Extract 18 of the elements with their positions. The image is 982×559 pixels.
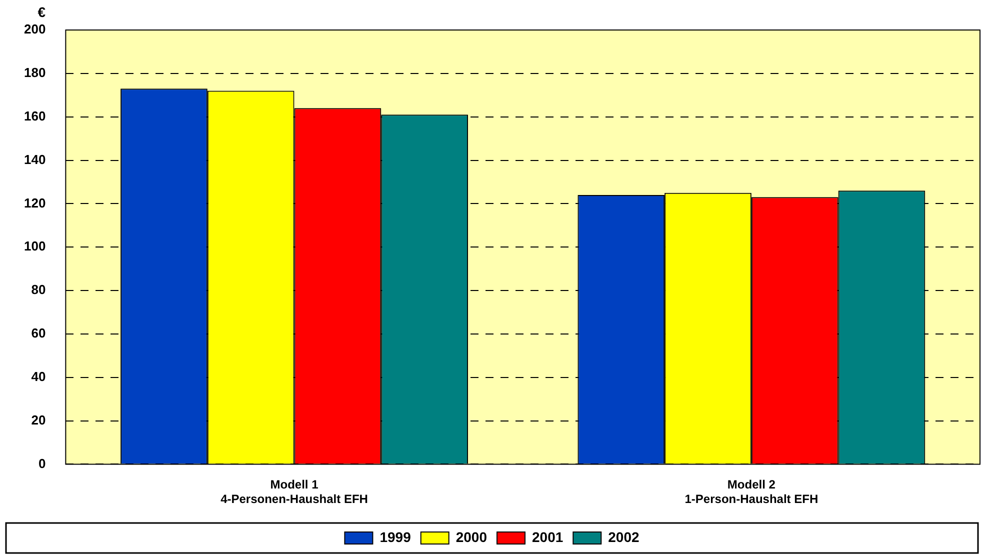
- y-tick-label: 60: [31, 326, 46, 341]
- y-tick-label: 120: [24, 195, 46, 210]
- legend-label: 1999: [380, 528, 412, 545]
- legend-label: 2000: [456, 528, 488, 545]
- y-tick-label: 180: [24, 65, 46, 80]
- y-axis-title: €: [38, 4, 46, 20]
- y-tick-label: 80: [31, 282, 46, 298]
- y-tick-label: 20: [31, 412, 46, 428]
- x-tick-label: Modell 2 1-Person-Haushalt EFH: [684, 478, 818, 506]
- legend-label: 2001: [532, 528, 564, 545]
- x-tick-label: Modell 1 4-Personen-Haushalt EFH: [220, 478, 368, 506]
- y-tick-label: 160: [24, 108, 46, 124]
- y-tick-label: 140: [24, 152, 46, 167]
- legend-label: 2002: [608, 528, 640, 545]
- y-tick-label: 200: [24, 22, 46, 37]
- y-tick-label: 100: [24, 238, 46, 254]
- y-tick-label: 40: [31, 368, 46, 384]
- y-tick-label: 0: [38, 456, 46, 471]
